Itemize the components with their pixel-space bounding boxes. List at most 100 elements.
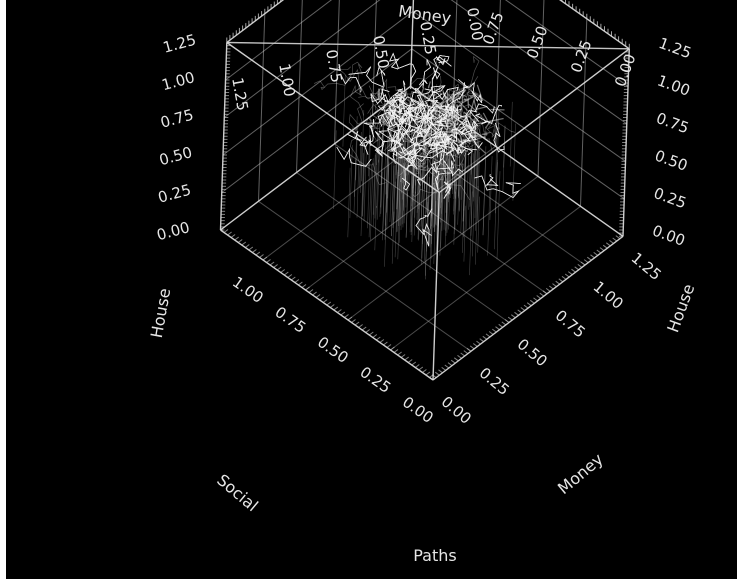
tick-mark xyxy=(507,316,513,321)
path-trace xyxy=(431,86,459,100)
path-trace xyxy=(397,96,410,111)
path-core xyxy=(467,98,470,108)
path-streak xyxy=(446,144,451,233)
path-trace xyxy=(389,123,427,142)
path-trace xyxy=(348,66,393,105)
path-streak xyxy=(396,125,399,179)
path-trace xyxy=(423,104,443,126)
path-core xyxy=(449,94,456,111)
path-streak xyxy=(454,150,457,194)
path-core xyxy=(457,104,462,108)
path-trace xyxy=(430,126,448,150)
path-streak xyxy=(424,119,428,190)
path-trace xyxy=(429,126,471,152)
path-trace xyxy=(399,98,424,121)
house-tick-left: 0.75 xyxy=(159,106,196,132)
tick-mark xyxy=(476,340,481,345)
path-core xyxy=(445,90,456,104)
path-trace xyxy=(407,107,423,119)
path-streak xyxy=(489,156,493,221)
social-tick: 0.00 xyxy=(399,393,437,427)
path-core xyxy=(425,117,445,130)
path-trace xyxy=(409,140,438,154)
tick-mark xyxy=(504,319,510,323)
tick-mark xyxy=(301,284,307,288)
path-trace xyxy=(399,109,410,143)
path-trace xyxy=(448,139,478,156)
path-streak xyxy=(473,128,477,198)
path-trace xyxy=(436,55,452,67)
path-trace xyxy=(430,126,448,150)
top-tick-left: 1.00 xyxy=(275,62,299,98)
path-trace xyxy=(388,105,395,119)
path-streak xyxy=(422,175,425,245)
path-streak xyxy=(393,181,396,221)
tick-mark xyxy=(414,364,420,368)
path-trace xyxy=(429,126,471,152)
tick-mark xyxy=(368,331,374,336)
path-trace xyxy=(455,138,481,158)
tick-mark xyxy=(333,306,339,311)
path-trace xyxy=(388,105,395,119)
path-trace xyxy=(398,149,417,160)
path-streak xyxy=(462,181,465,253)
path-trace xyxy=(464,132,483,149)
path-streak xyxy=(431,167,434,217)
path-trace xyxy=(376,82,386,105)
path-streak xyxy=(425,195,429,252)
path-trace xyxy=(416,88,433,124)
path-trace xyxy=(381,88,406,103)
path-streak xyxy=(389,99,392,139)
path-trace xyxy=(436,55,452,67)
path-trace xyxy=(399,80,425,111)
path-trace xyxy=(416,161,439,186)
path-core xyxy=(482,112,491,125)
path-streak xyxy=(427,152,431,236)
path-core xyxy=(448,94,456,104)
path-trace xyxy=(398,100,435,118)
path-trace xyxy=(396,102,412,116)
path-trace xyxy=(448,139,478,156)
path-trace xyxy=(436,55,452,67)
path-trace xyxy=(464,132,483,149)
path-trace xyxy=(398,126,412,156)
path-trace xyxy=(399,98,424,121)
path-trace xyxy=(445,82,465,110)
top-tick-left: 1.25 xyxy=(228,76,252,112)
path-core xyxy=(434,107,439,115)
path-trace xyxy=(368,118,375,138)
path-trace xyxy=(439,143,456,166)
path-trace xyxy=(398,149,417,160)
path-trace xyxy=(388,112,413,152)
path-trace xyxy=(427,73,446,103)
path-trace xyxy=(452,121,479,131)
path-trace xyxy=(441,133,455,162)
path-trace xyxy=(417,130,441,162)
path-trace xyxy=(456,90,471,103)
tick-mark xyxy=(555,280,561,285)
path-trace xyxy=(399,80,425,111)
path-trace xyxy=(405,107,425,141)
path-trace xyxy=(363,106,389,155)
social-tick: 0.75 xyxy=(272,303,310,337)
path-trace xyxy=(389,123,427,142)
path-trace xyxy=(386,128,414,162)
path-trace xyxy=(417,110,448,123)
path-streak xyxy=(413,131,416,177)
tick-mark xyxy=(337,309,342,313)
path-trace xyxy=(464,132,483,149)
path-trace xyxy=(389,52,417,89)
path-trace xyxy=(381,121,424,136)
path-core xyxy=(446,117,453,122)
path-trace xyxy=(402,138,420,170)
path-trace xyxy=(405,133,452,165)
path-trace xyxy=(486,174,499,186)
tick-mark xyxy=(599,247,605,252)
path-trace xyxy=(417,130,441,162)
path-core xyxy=(473,142,486,154)
path-trace xyxy=(367,104,385,144)
path-trace xyxy=(389,52,417,89)
path-streak xyxy=(416,158,420,220)
path-streak xyxy=(474,100,478,185)
path-trace xyxy=(393,117,418,145)
